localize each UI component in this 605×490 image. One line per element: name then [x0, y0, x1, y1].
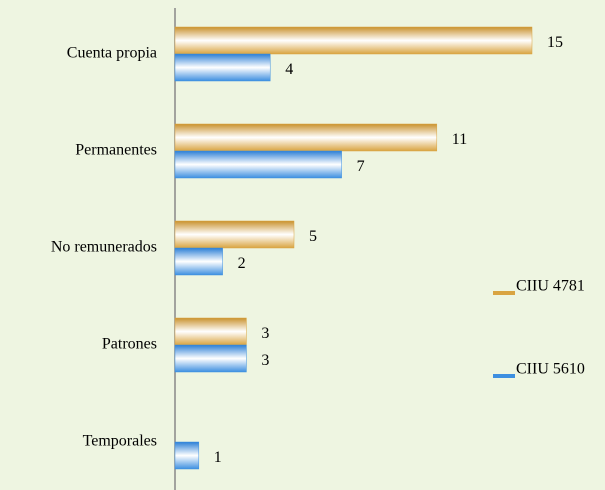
category-label: Temporales [83, 433, 157, 450]
legend-label: CIIU 5610 [516, 361, 585, 378]
category-label: Cuenta propia [67, 45, 157, 62]
value-label: 1 [214, 449, 222, 466]
category-label: Patrones [102, 336, 157, 353]
value-label: 4 [285, 61, 293, 78]
category-label: Permanentes [75, 142, 157, 159]
bar [174, 317, 247, 346]
value-label: 3 [261, 352, 269, 369]
legend-label: CIIU 4781 [516, 278, 585, 295]
bar [174, 123, 438, 152]
value-label: 5 [309, 228, 317, 245]
value-label: 2 [238, 255, 246, 272]
category-label: No remunerados [51, 239, 157, 256]
bar [174, 220, 295, 249]
bar [174, 53, 271, 82]
bar [174, 247, 223, 276]
bar [174, 150, 342, 179]
bar [174, 344, 247, 373]
bar [174, 26, 533, 55]
value-label: 7 [357, 158, 365, 175]
value-label: 11 [452, 131, 467, 148]
bar [174, 441, 200, 470]
value-label: 15 [547, 34, 563, 51]
value-label: 3 [261, 325, 269, 342]
